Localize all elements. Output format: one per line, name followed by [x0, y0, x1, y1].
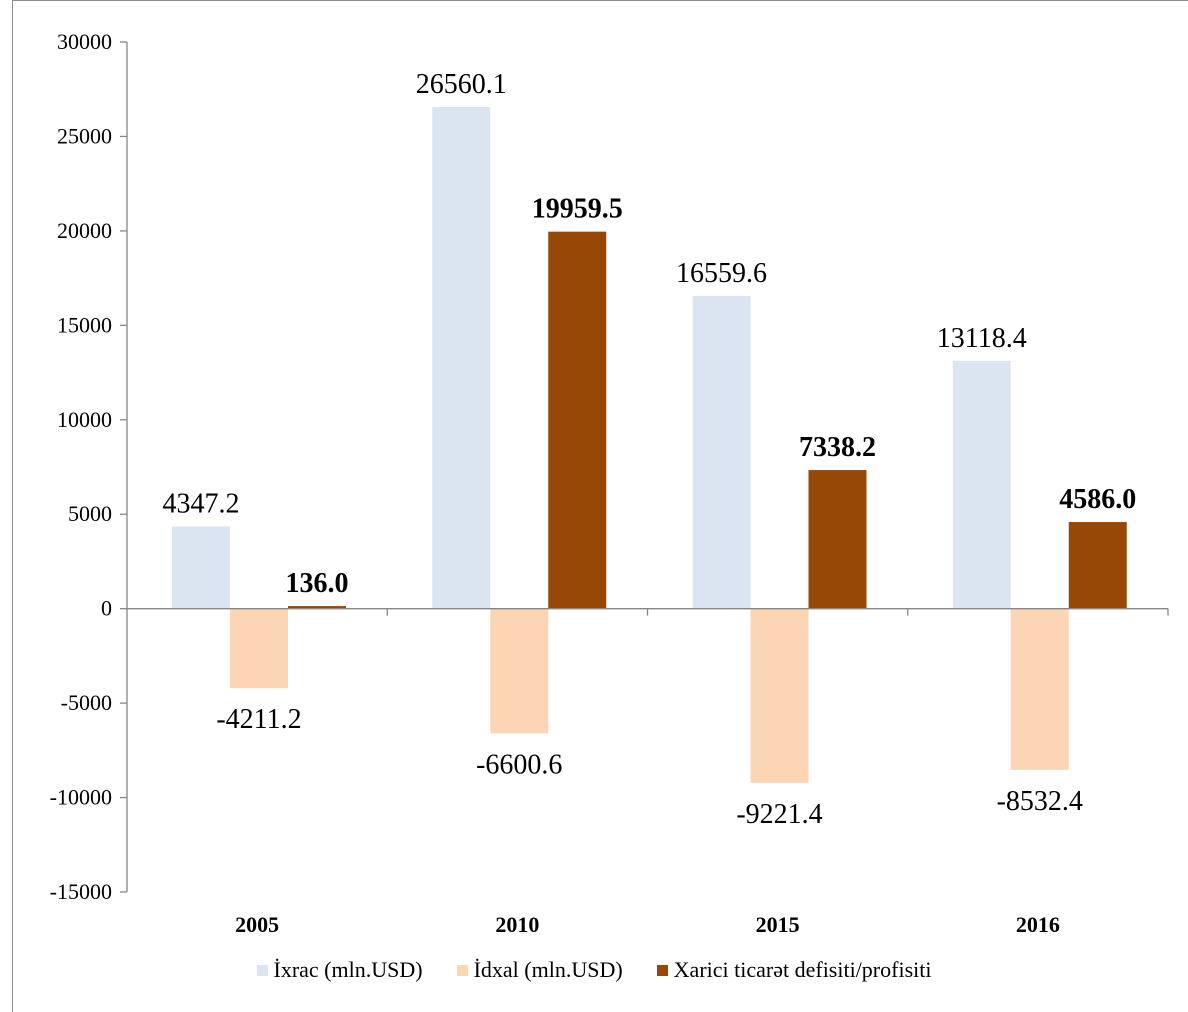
bar-2010-series-0 — [432, 106, 491, 609]
y-tick-label: -15000 — [50, 879, 112, 904]
bar-2015-series-2 — [808, 470, 867, 609]
legend-item-idxal: İdxal (mln.USD) — [456, 957, 623, 983]
chart-frame — [12, 0, 1188, 1012]
data-label: -8532.4 — [997, 786, 1083, 817]
y-tick-label: 30000 — [57, 29, 112, 54]
data-label: 4347.2 — [163, 489, 240, 520]
bar-2005-series-2 — [288, 606, 346, 609]
data-label: -4211.2 — [216, 704, 301, 735]
data-label: 4586.0 — [1059, 484, 1136, 515]
bar-2015-series-0 — [692, 295, 751, 609]
legend-swatch-ixrac — [256, 964, 268, 976]
legend-label-idxal: İdxal (mln.USD) — [473, 957, 623, 982]
data-label: -6600.6 — [476, 749, 562, 780]
data-label: 7338.2 — [799, 432, 876, 463]
data-label: 136.0 — [286, 568, 349, 599]
legend-swatch-idxal — [456, 964, 468, 976]
y-tick-label: -10000 — [50, 785, 112, 810]
legend-swatch-balance — [656, 964, 668, 976]
y-tick-label: 25000 — [57, 123, 112, 148]
x-category-label: 2010 — [495, 912, 539, 937]
data-label: 19959.5 — [532, 194, 623, 225]
bar-2005-series-0 — [172, 526, 230, 609]
y-tick-label: 15000 — [57, 312, 112, 337]
x-category-label: 2005 — [235, 912, 279, 937]
y-tick-label: 20000 — [57, 218, 112, 243]
legend: İxrac (mln.USD) İdxal (mln.USD) Xarici t… — [0, 955, 1188, 985]
bar-2010-series-2 — [548, 231, 607, 609]
bar-2015-series-1 — [750, 608, 809, 783]
data-label: -9221.4 — [736, 799, 822, 830]
y-tick-label: 5000 — [68, 501, 112, 526]
bar-2005-series-1 — [230, 608, 288, 689]
y-tick-label: 10000 — [57, 407, 112, 432]
bar-2010-series-1 — [490, 608, 549, 734]
bar-2016-series-1 — [1010, 608, 1069, 770]
legend-label-balance: Xarici ticarət defisiti/profisiti — [673, 957, 932, 982]
legend-label-ixrac: İxrac (mln.USD) — [273, 957, 423, 982]
bar-2016-series-0 — [952, 360, 1011, 609]
y-tick-label: -5000 — [61, 690, 112, 715]
data-label: 16559.6 — [676, 258, 767, 289]
y-tick-label: 0 — [101, 596, 112, 621]
data-label: 26560.1 — [416, 69, 507, 100]
x-category-label: 2016 — [1016, 912, 1060, 937]
legend-item-ixrac: İxrac (mln.USD) — [256, 957, 423, 983]
legend-item-balance: Xarici ticarət defisiti/profisiti — [656, 957, 932, 983]
bar-2016-series-2 — [1068, 522, 1127, 609]
data-label: 13118.4 — [937, 323, 1027, 354]
x-category-label: 2015 — [756, 912, 800, 937]
